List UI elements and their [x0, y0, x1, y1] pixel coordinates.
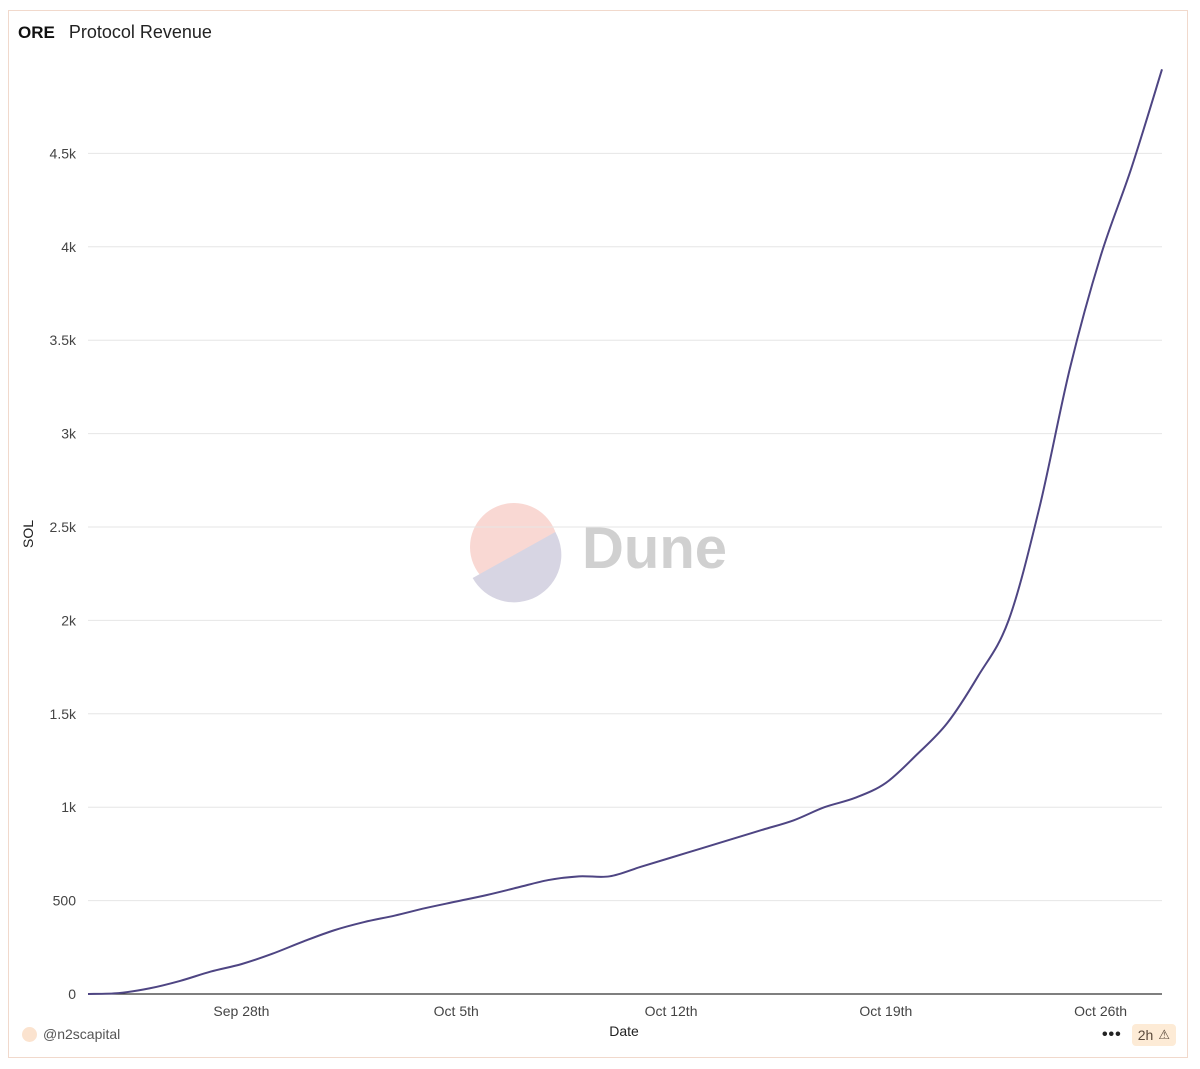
author-link[interactable]: @n2scapital	[22, 1026, 120, 1042]
y-tick-label: 500	[53, 893, 77, 909]
x-tick-label: Oct 26th	[1074, 1003, 1127, 1019]
refresh-badge[interactable]: 2h ⚠	[1131, 1024, 1176, 1046]
x-tick-labels: Sep 28th Oct 5th Oct 12th Oct 19th Oct 26th	[213, 1003, 1127, 1019]
avatar	[22, 1026, 37, 1042]
project-name[interactable]: ORE	[18, 23, 55, 42]
y-axis-label: SOL	[20, 520, 36, 548]
y-tick-label: 4k	[61, 239, 77, 255]
x-tick-label: Oct 12th	[645, 1003, 698, 1019]
y-tick-label: 2k	[61, 612, 77, 628]
author-username: @n2scapital	[43, 1026, 121, 1042]
refresh-age: 2h	[1137, 1027, 1154, 1043]
y-tick-label: 1k	[61, 799, 77, 815]
dune-logo-bottom	[472, 531, 562, 603]
dune-watermark-text: Dune	[582, 516, 727, 581]
chart-card	[8, 10, 1188, 1058]
y-tick-labels: 0 500 1k 1.5k 2k 2.5k 3k 3.5k 4k 4.5k	[50, 145, 77, 1002]
chart-title: Protocol Revenue	[68, 22, 212, 42]
x-tick-label: Sep 28th	[213, 1003, 269, 1019]
chart-header: ORE Protocol Revenue	[18, 22, 212, 43]
dune-watermark: Dune	[470, 503, 727, 603]
y-tick-label: 3.5k	[50, 332, 77, 348]
x-axis-label: Date	[609, 1023, 639, 1039]
series-line-sol-revenue[interactable]	[87, 69, 1163, 995]
series-group	[87, 69, 1163, 995]
warning-icon: ⚠	[1158, 1027, 1170, 1042]
x-tick-label: Oct 5th	[434, 1003, 479, 1019]
y-tick-label: 4.5k	[50, 145, 77, 161]
y-tick-label: 1.5k	[50, 706, 77, 722]
y-tick-label: 0	[68, 986, 76, 1002]
y-tick-label: 2.5k	[50, 519, 77, 535]
grid-lines	[88, 152, 1162, 902]
footer-actions: ••• 2h ⚠	[1102, 1024, 1176, 1046]
more-options-button[interactable]: •••	[1101, 1026, 1122, 1043]
x-tick-label: Oct 19th	[859, 1003, 912, 1019]
y-tick-label: 3k	[61, 426, 77, 442]
